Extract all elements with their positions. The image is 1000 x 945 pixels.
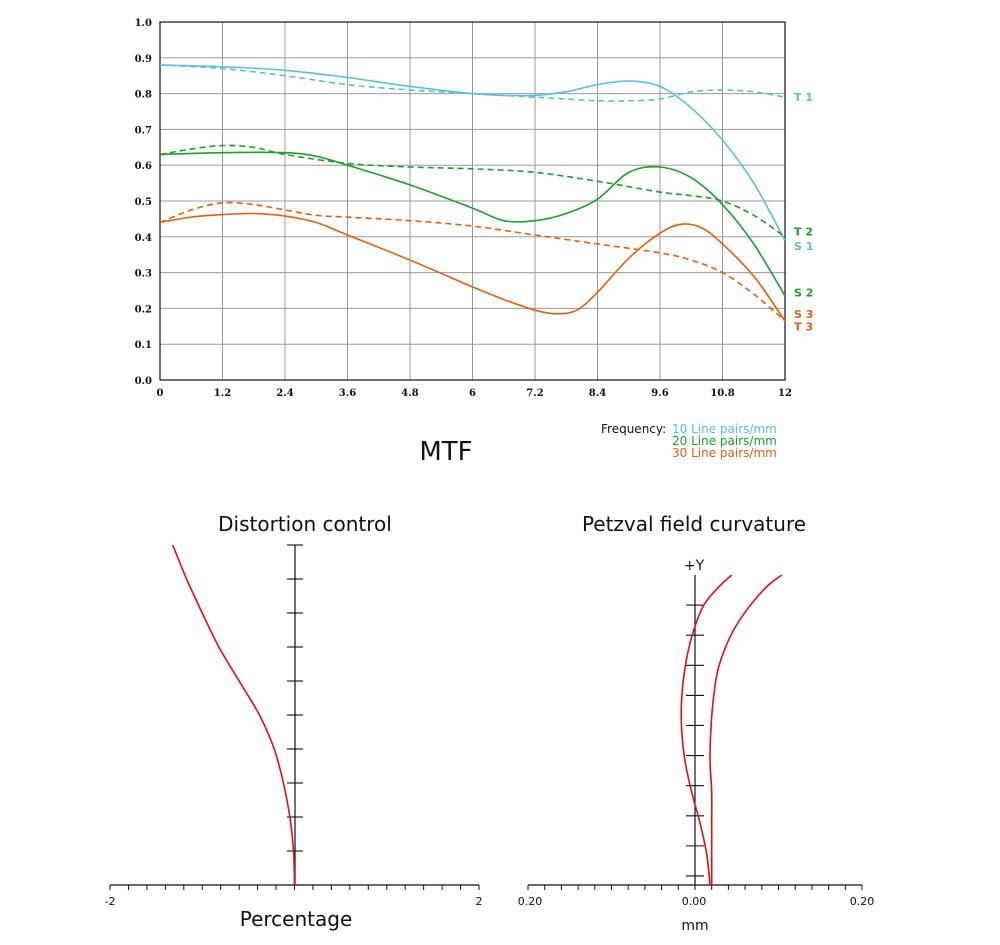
petzval-curves xyxy=(680,574,783,886)
distortion-xlabel: Percentage xyxy=(240,907,353,931)
petzval-curve xyxy=(680,574,733,886)
mtf-ytick-label: 0.6 xyxy=(135,161,152,172)
mtf-xtick-label: 6 xyxy=(469,388,476,399)
mtf-xtick-label: 10.8 xyxy=(710,388,734,399)
distortion-chart: Distortion control -2 2 Percentage xyxy=(105,512,483,931)
petzval-chart: Petzval field curvature +Y 0.20 0.00 0.2… xyxy=(518,512,875,934)
mtf-ytick-label: 0.8 xyxy=(135,90,152,101)
mtf-xtick-label: 4.8 xyxy=(401,388,418,399)
mtf-end-label-s2: S 2 xyxy=(794,286,813,299)
mtf-xtick-label: 2.4 xyxy=(276,388,293,399)
mtf-xtick-label: 7.2 xyxy=(526,388,543,399)
mtf-xtick-label: 8.4 xyxy=(589,388,606,399)
petzval-xtick-right: 0.20 xyxy=(850,895,875,908)
mtf-title: MTF xyxy=(419,437,472,467)
petzval-curve xyxy=(709,574,783,885)
mtf-end-labels: T 1 T 2 S 1 S 2 S 3T 3 xyxy=(794,91,813,333)
legend-entry-20lp: 20 Line pairs/mm xyxy=(672,434,777,448)
mtf-xtick-label: 1.2 xyxy=(214,388,231,399)
mtf-xtick-label: 9.6 xyxy=(651,388,668,399)
petzval-xlabel: mm xyxy=(681,918,708,934)
distortion-title: Distortion control xyxy=(218,512,392,536)
distortion-xtick-max: 2 xyxy=(476,895,483,908)
mtf-grid xyxy=(159,21,786,381)
distortion-axes xyxy=(109,544,480,890)
petzval-title: Petzval field curvature xyxy=(582,512,806,536)
mtf-xtick-label: 3.6 xyxy=(339,388,356,399)
mtf-xtick-label: 12 xyxy=(778,388,792,399)
mtf-tick-labels: 0 1.2 2.4 3.6 4.8 6 7.2 8.4 9.6 10.8 12 0.0 0.1 0.2 0.… xyxy=(135,18,792,399)
mtf-ytick-label: 0.4 xyxy=(135,233,152,244)
mtf-line-t2 xyxy=(159,144,786,238)
mtf-line-s1 xyxy=(159,64,786,241)
mtf-frame xyxy=(159,21,786,381)
mtf-ytick-label: 0.7 xyxy=(135,125,152,136)
mtf-series xyxy=(159,64,786,322)
mtf-ytick-label: 0.3 xyxy=(135,269,152,280)
mtf-end-label-t2: T 2 xyxy=(794,225,813,238)
distortion-curve xyxy=(171,544,296,886)
mtf-xtick-label: 0 xyxy=(157,388,164,399)
mtf-ytick-label: 1.0 xyxy=(135,18,152,29)
legend-entry-30lp: 30 Line pairs/mm xyxy=(672,446,777,460)
mtf-end-label-s1: S 1 xyxy=(794,240,813,253)
legend-title: Frequency: xyxy=(601,422,666,436)
mtf-ytick-label: 0.1 xyxy=(135,340,152,351)
mtf-line-t1 xyxy=(159,64,786,102)
mtf-line-t3 xyxy=(159,201,786,322)
legend-entry-10lp: 10 Line pairs/mm xyxy=(672,422,777,436)
mtf-ytick-label: 0.2 xyxy=(135,304,152,315)
petzval-axes xyxy=(527,575,863,890)
mtf-end-label-s3: S 3 xyxy=(794,308,813,321)
mtf-line-s2 xyxy=(159,151,786,297)
mtf-line-s3 xyxy=(159,212,786,322)
mtf-ytick-label: 0.5 xyxy=(135,197,152,208)
mtf-end-label-t3: T 3 xyxy=(794,320,813,333)
petzval-y-label: +Y xyxy=(684,558,705,574)
distortion-xtick-min: -2 xyxy=(105,895,116,908)
mtf-ytick-label: 0.0 xyxy=(135,376,152,387)
petzval-xtick-center: 0.00 xyxy=(682,895,707,908)
petzval-xtick-left: 0.20 xyxy=(518,895,543,908)
mtf-chart: 0 1.2 2.4 3.6 4.8 6 7.2 8.4 9.6 10.8 12 0.0 0.1 0.2 0.… xyxy=(135,18,814,467)
mtf-end-label-t1: T 1 xyxy=(794,91,813,104)
mtf-ytick-label: 0.9 xyxy=(135,54,152,65)
